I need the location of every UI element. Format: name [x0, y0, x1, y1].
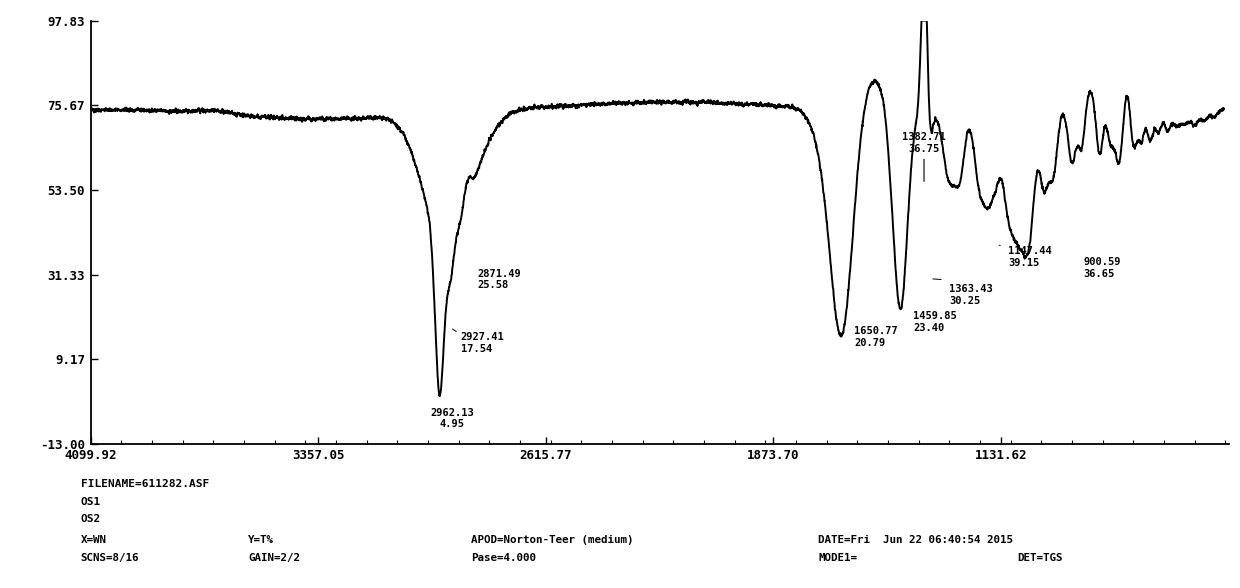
Text: 2927.41
17.54: 2927.41 17.54: [461, 332, 505, 353]
Text: 1382.71
36.75: 1382.71 36.75: [903, 132, 946, 182]
Text: DET=TGS: DET=TGS: [1017, 553, 1063, 563]
Text: APOD=Norton-Teer (medium): APOD=Norton-Teer (medium): [471, 535, 634, 545]
Text: 1650.77
20.79: 1650.77 20.79: [854, 326, 898, 348]
Text: Y=T%: Y=T%: [248, 535, 274, 545]
Text: 1363.43
30.25: 1363.43 30.25: [950, 284, 993, 306]
Text: DATE=Fri  Jun 22 06:40:54 2015: DATE=Fri Jun 22 06:40:54 2015: [818, 535, 1013, 545]
Text: 900.59
36.65: 900.59 36.65: [1084, 258, 1121, 279]
Text: MODE1=: MODE1=: [818, 553, 857, 563]
Text: 2962.13
4.95: 2962.13 4.95: [430, 407, 475, 429]
Text: 1147.44
39.15: 1147.44 39.15: [1008, 246, 1052, 268]
Text: 1459.85
23.40: 1459.85 23.40: [913, 311, 957, 332]
Text: FILENAME=611282.ASF: FILENAME=611282.ASF: [81, 479, 208, 489]
Text: X=WN: X=WN: [81, 535, 107, 545]
Text: OS1: OS1: [81, 497, 100, 507]
Text: GAIN=2/2: GAIN=2/2: [248, 553, 300, 563]
Text: Pase=4.000: Pase=4.000: [471, 553, 536, 563]
Text: 2871.49
25.58: 2871.49 25.58: [477, 269, 521, 290]
Text: SCNS=8/16: SCNS=8/16: [81, 553, 139, 563]
Text: OS2: OS2: [81, 514, 100, 524]
